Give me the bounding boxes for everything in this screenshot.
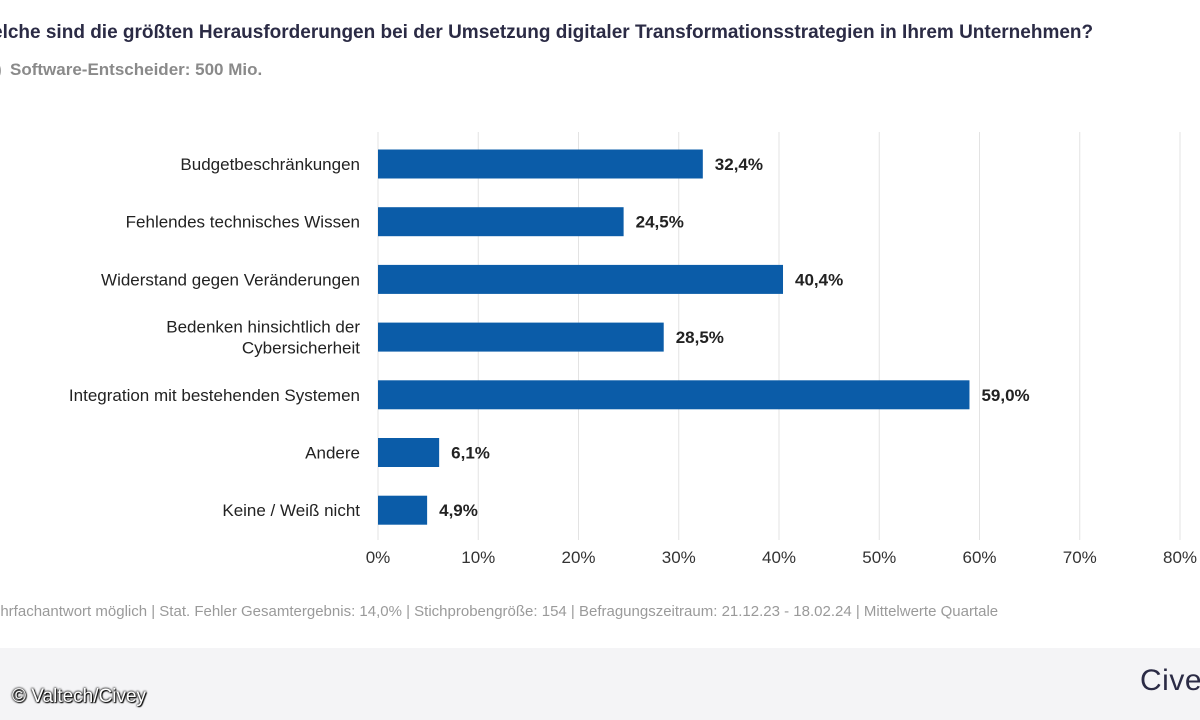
chart-footnote: ehrfachantwort möglich | Stat. Fehler Ge…: [0, 603, 999, 620]
category-label: Integration mit bestehenden Systemen: [69, 386, 360, 405]
category-label-line: Fehlendes technisches Wissen: [126, 213, 360, 232]
x-tick-label: 80%: [1163, 548, 1197, 567]
x-tick-label: 60%: [962, 548, 996, 567]
category-label-line: Bedenken hinsichtlich der: [166, 318, 360, 337]
x-tick-label: 20%: [561, 548, 595, 567]
bar: [378, 380, 970, 410]
category-label-line: Cybersicherheit: [242, 339, 360, 358]
category-label: Andere: [305, 444, 360, 463]
footer-band: [0, 648, 1200, 720]
chart-title: elche sind die größten Herausforderungen…: [0, 22, 1094, 43]
x-tick-label: 0%: [366, 548, 391, 567]
category-label: Fehlendes technisches Wissen: [126, 213, 360, 232]
category-label-line: Andere: [305, 444, 360, 463]
data-label: 59,0%: [981, 386, 1029, 405]
copyright-text: © Valtech/Civey: [12, 686, 147, 707]
data-label: 40,4%: [795, 270, 843, 289]
category-label: Keine / Weiß nicht: [222, 501, 360, 520]
bar: [378, 149, 703, 179]
category-label: Bedenken hinsichtlich der Cybersicherheit: [166, 318, 360, 358]
data-label: 4,9%: [439, 501, 478, 520]
bar-chart: 0% 10% 20% 30% 40% 50% 60% 70% 80% 32,4% Budgetbes…: [69, 132, 1197, 567]
category-label-line: Integration mit bestehenden Systemen: [69, 386, 360, 405]
category-label: Budgetbeschränkungen: [180, 155, 360, 174]
bar: [378, 264, 784, 294]
subtitle-text: Software-Entscheider: 500 Mio.: [10, 60, 263, 79]
x-tick-label: 30%: [662, 548, 696, 567]
category-label-line: Widerstand gegen Veränderungen: [101, 270, 360, 289]
chart-subtitle: )Software-Entscheider: 500 Mio.: [0, 60, 262, 80]
x-tick-label: 70%: [1063, 548, 1097, 567]
data-label: 28,5%: [676, 328, 724, 347]
bar: [378, 495, 428, 525]
x-tick-label: 40%: [762, 548, 796, 567]
bar: [378, 438, 440, 467]
subtitle-marker: ): [0, 60, 10, 80]
data-label: 24,5%: [636, 213, 684, 232]
category-label-line: Budgetbeschränkungen: [180, 155, 360, 174]
x-tick-label: 50%: [862, 548, 896, 567]
data-label: 6,1%: [451, 444, 490, 463]
bar: [378, 207, 624, 237]
civey-logo[interactable]: Cive: [1140, 664, 1200, 697]
x-tick-label: 10%: [461, 548, 495, 567]
data-label: 32,4%: [715, 155, 763, 174]
category-label-line: Keine / Weiß nicht: [222, 501, 360, 520]
category-label: Widerstand gegen Veränderungen: [101, 270, 360, 289]
bar: [378, 322, 664, 352]
